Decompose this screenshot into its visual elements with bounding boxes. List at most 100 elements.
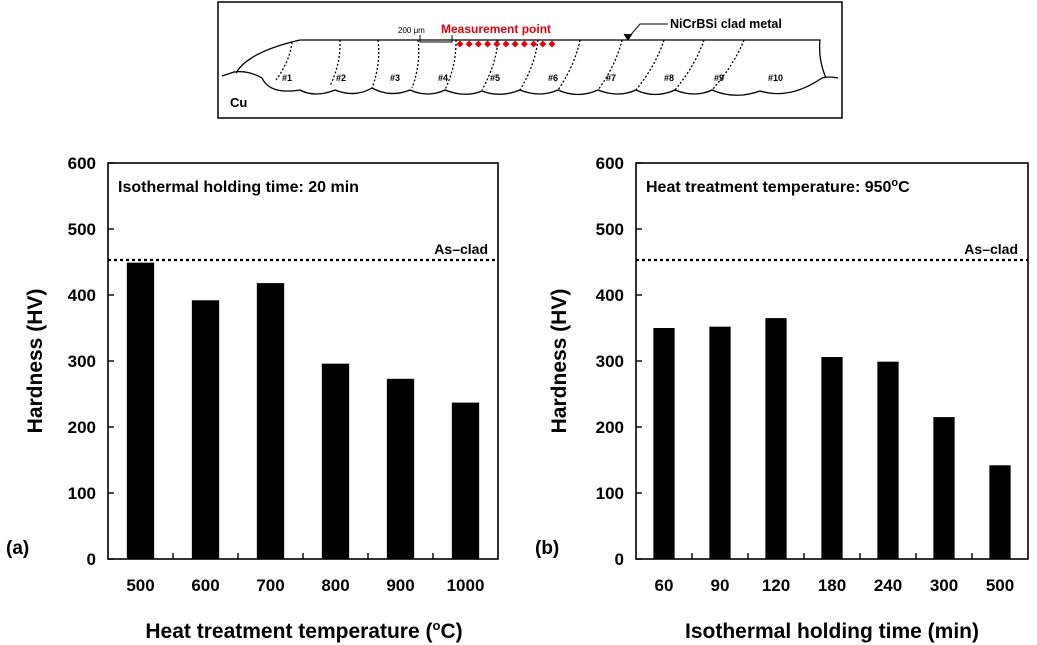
chart-a-panel-label: (a) (6, 538, 29, 559)
x-tick-label: 120 (762, 576, 790, 595)
bead-label: #3 (390, 73, 400, 83)
y-tick-label: 300 (68, 352, 96, 371)
measurement-point (456, 40, 464, 48)
y-tick-label: 600 (596, 154, 624, 173)
y-tick-label: 0 (615, 550, 624, 569)
bead-separator (519, 39, 539, 91)
y-tick-label: 200 (68, 418, 96, 437)
bead-separator (275, 41, 293, 81)
chart-b-bars (653, 318, 1011, 559)
x-tick-label: 500 (126, 576, 154, 595)
bead-separator (411, 39, 420, 89)
chart-a: Isothermal holding time: 20 min As–clad … (6, 154, 499, 643)
x-tick-label: 500 (986, 576, 1014, 595)
scale-bar-label: 200 μm (398, 26, 425, 35)
bead-label: #1 (282, 73, 292, 83)
bead-separators (275, 39, 745, 91)
y-tick-label: 500 (596, 220, 624, 239)
y-tick-label: 300 (596, 352, 624, 371)
measurement-point (502, 40, 510, 48)
x-tick-label: 60 (655, 576, 674, 595)
chart-a-y-axis-title: Hardness (HV) (24, 289, 47, 434)
chart-b-as-clad-label: As–clad (964, 241, 1018, 257)
bead-label: #7 (606, 73, 616, 83)
chart-a-annotation: Isothermal holding time: 20 min (118, 179, 359, 196)
bead-separator (674, 39, 705, 91)
bar (451, 402, 480, 559)
bar (126, 262, 155, 559)
bead-separator (597, 39, 623, 91)
substrate-line-left (221, 71, 263, 79)
bar (191, 300, 220, 559)
scale-bar (419, 35, 453, 43)
schematic-frame (217, 1, 843, 119)
bead-label: #6 (548, 73, 558, 83)
bead-label: #4 (438, 73, 448, 83)
bead-separator (371, 39, 380, 89)
chart-a-x-ticks: 500 600 700 800 900 1000 (126, 553, 484, 595)
x-tick-label: 240 (874, 576, 902, 595)
bead-labels: #1 #2 #3 #4 #5 #6 #7 #8 #9 #10 (282, 73, 783, 83)
bead-separator (444, 39, 457, 91)
clad-schematic: #1 #2 #3 #4 #5 #6 #7 #8 #9 #10 200 μm Measurement… (217, 1, 843, 119)
x-tick-label: 900 (386, 576, 414, 595)
chart-b-y-ticks: 0 100 200 300 400 500 600 (596, 154, 642, 569)
y-tick-label: 500 (68, 220, 96, 239)
y-tick-label: 0 (87, 550, 96, 569)
measurement-point (511, 40, 519, 48)
bar (765, 318, 787, 559)
bar (653, 328, 675, 559)
x-tick-label: 1000 (447, 576, 485, 595)
bar (256, 283, 285, 559)
x-tick-label: 600 (191, 576, 219, 595)
bar (821, 357, 843, 559)
measurement-point (530, 40, 538, 48)
y-tick-label: 200 (596, 418, 624, 437)
measurement-point (539, 40, 547, 48)
bar (989, 465, 1011, 559)
measurement-points (456, 40, 556, 48)
measurement-point (465, 40, 473, 48)
y-tick-label: 600 (68, 154, 96, 173)
chart-a-bars (126, 262, 480, 559)
bar (386, 378, 415, 559)
chart-b: Heat treatment temperature: 950oC As–cla… (535, 154, 1029, 643)
clad-top-outline (235, 39, 827, 79)
bead-separator (711, 39, 745, 91)
chart-a-x-axis-title: Heat treatment temperature (oC) (145, 618, 462, 643)
x-tick-label: 800 (321, 576, 349, 595)
x-tick-label: 700 (256, 576, 284, 595)
x-tick-label: 300 (930, 576, 958, 595)
clad-callout-arrow (623, 33, 633, 41)
x-tick-label: 180 (818, 576, 846, 595)
bar (877, 361, 899, 559)
substrate-line-right (821, 76, 839, 79)
measurement-point-label: Measurement point (441, 22, 551, 36)
chart-b-annotation: Heat treatment temperature: 950oC (646, 177, 910, 196)
copper-label: Cu (230, 95, 247, 110)
bead-label: #8 (664, 73, 674, 83)
x-tick-label: 90 (711, 576, 730, 595)
chart-b-x-axis-title: Isothermal holding time (min) (685, 620, 979, 643)
clad-metal-label: NiCrBSi clad metal (670, 17, 782, 31)
measurement-point (548, 40, 556, 48)
bead-separator (635, 39, 665, 91)
measurement-point (493, 40, 501, 48)
y-tick-label: 400 (68, 286, 96, 305)
measurement-point (474, 40, 482, 48)
y-tick-label: 100 (68, 484, 96, 503)
clad-callout-line (627, 23, 668, 39)
bead-label: #10 (768, 73, 783, 83)
bead-label: #9 (714, 73, 724, 83)
chart-a-y-ticks: 0 100 200 300 400 500 600 (68, 154, 114, 569)
chart-b-panel-label: (b) (535, 538, 559, 559)
bar (933, 417, 955, 559)
chart-a-as-clad-label: As–clad (434, 241, 488, 257)
y-tick-label: 400 (596, 286, 624, 305)
bar (321, 363, 350, 559)
chart-b-y-axis-title: Hardness (HV) (548, 289, 571, 434)
bead-label: #5 (490, 73, 500, 83)
chart-b-x-ticks: 60 90 120 180 240 300 500 (655, 553, 1014, 595)
y-tick-label: 100 (596, 484, 624, 503)
